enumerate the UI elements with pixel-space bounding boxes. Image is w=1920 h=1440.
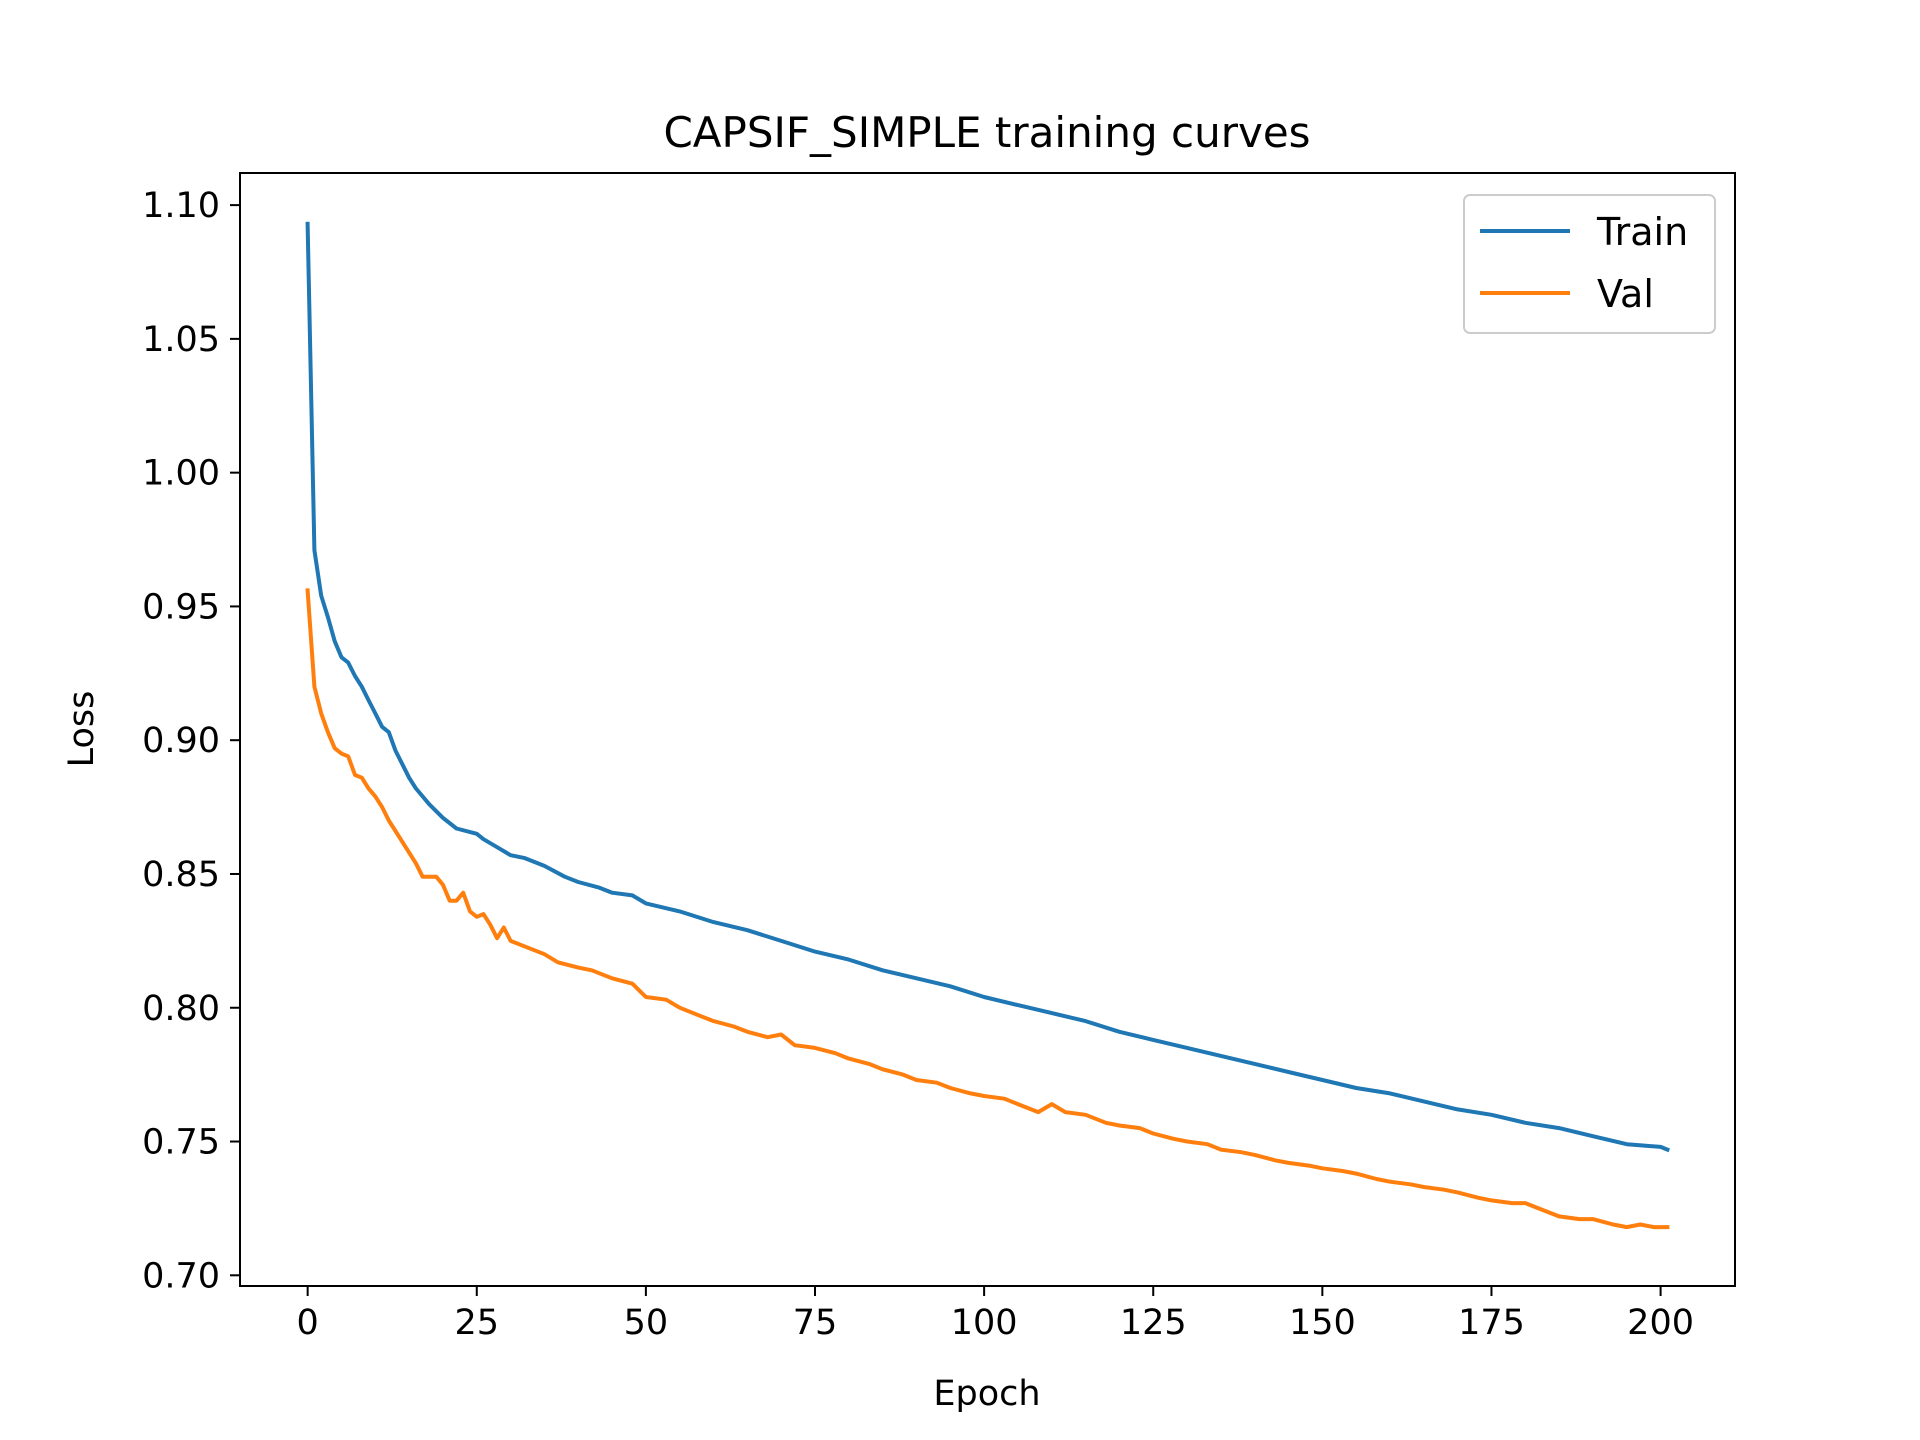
x-tick-label: 50 — [624, 1303, 669, 1343]
x-tick-label: 0 — [297, 1303, 319, 1343]
y-tick-label: 1.10 — [142, 186, 220, 226]
y-tick-label: 1.00 — [142, 454, 220, 494]
chart-title: CAPSIF_SIMPLE training curves — [663, 108, 1310, 157]
series-line-train — [305, 221, 1670, 1153]
y-tick-label: 0.90 — [142, 721, 220, 761]
x-axis-ticks: 0 25 50 75 100 125 150 175 200 — [297, 1286, 1694, 1343]
y-tick-label: 0.75 — [142, 1123, 220, 1163]
series-layer — [305, 221, 1670, 1230]
x-tick-label: 25 — [454, 1303, 499, 1343]
plot-frame — [239, 172, 1736, 1287]
plot-area — [240, 173, 1735, 1286]
x-tick-label: 125 — [1120, 1303, 1187, 1343]
y-tick-label: 0.95 — [142, 587, 220, 627]
legend-label-train: Train — [1596, 210, 1688, 254]
y-axis-ticks: 0.70 0.75 0.80 0.85 0.90 0.95 1.00 1.05 1.10 — [142, 186, 240, 1296]
legend-label-val: Val — [1597, 272, 1654, 316]
y-tick-label: 0.85 — [142, 855, 220, 895]
y-tick-label: 0.80 — [142, 989, 220, 1029]
x-tick-label: 150 — [1289, 1303, 1356, 1343]
legend: Train Val — [1463, 194, 1716, 334]
x-tick-label: 100 — [951, 1303, 1018, 1343]
y-tick-label: 1.05 — [142, 320, 220, 360]
series-line-val — [305, 588, 1670, 1230]
x-axis-title: Epoch — [933, 1374, 1040, 1414]
y-axis-title: Loss — [62, 691, 102, 768]
x-tick-label: 75 — [793, 1303, 838, 1343]
y-tick-label: 0.70 — [142, 1256, 220, 1296]
x-tick-label: 200 — [1627, 1303, 1694, 1343]
x-tick-label: 175 — [1458, 1303, 1525, 1343]
